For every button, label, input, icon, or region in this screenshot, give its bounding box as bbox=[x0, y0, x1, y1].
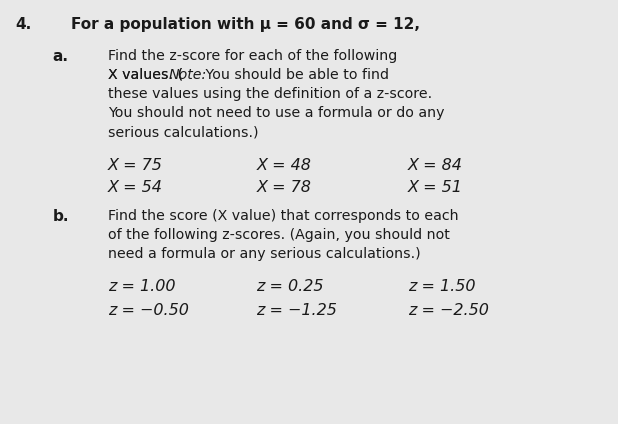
Text: z = −2.50: z = −2.50 bbox=[408, 303, 489, 318]
Text: these values using the definition of a z-score.: these values using the definition of a z… bbox=[108, 87, 432, 101]
Text: X = 84: X = 84 bbox=[408, 158, 463, 173]
Text: Find the z-score for each of the following: Find the z-score for each of the followi… bbox=[108, 49, 397, 63]
Text: You should not need to use a formula or do any: You should not need to use a formula or … bbox=[108, 106, 444, 120]
Text: z = −1.25: z = −1.25 bbox=[256, 303, 337, 318]
Text: X = 54: X = 54 bbox=[108, 180, 163, 195]
Text: For a population with μ = 60 and σ = 12,: For a population with μ = 60 and σ = 12, bbox=[71, 17, 420, 32]
Text: of the following z-scores. (Again, you should not: of the following z-scores. (Again, you s… bbox=[108, 228, 450, 242]
Text: You should be able to find: You should be able to find bbox=[201, 68, 389, 82]
Text: X = 78: X = 78 bbox=[256, 180, 311, 195]
Text: z = −0.50: z = −0.50 bbox=[108, 303, 189, 318]
Text: X = 48: X = 48 bbox=[256, 158, 311, 173]
Text: 4.: 4. bbox=[15, 17, 32, 32]
Text: X values. (: X values. ( bbox=[108, 68, 183, 82]
Text: a.: a. bbox=[53, 49, 69, 64]
Text: Note:: Note: bbox=[169, 68, 207, 82]
Text: X = 51: X = 51 bbox=[408, 180, 463, 195]
Text: z = 0.25: z = 0.25 bbox=[256, 279, 324, 293]
Text: serious calculations.): serious calculations.) bbox=[108, 125, 259, 139]
Text: z = 1.50: z = 1.50 bbox=[408, 279, 475, 293]
Text: z = 1.00: z = 1.00 bbox=[108, 279, 176, 293]
Text: X = 75: X = 75 bbox=[108, 158, 163, 173]
Text: need a formula or any serious calculations.): need a formula or any serious calculatio… bbox=[108, 247, 421, 261]
Text: Find the score (X value) that corresponds to each: Find the score (X value) that correspond… bbox=[108, 209, 459, 223]
Text: X values. (: X values. ( bbox=[108, 68, 183, 82]
Text: b.: b. bbox=[53, 209, 69, 223]
